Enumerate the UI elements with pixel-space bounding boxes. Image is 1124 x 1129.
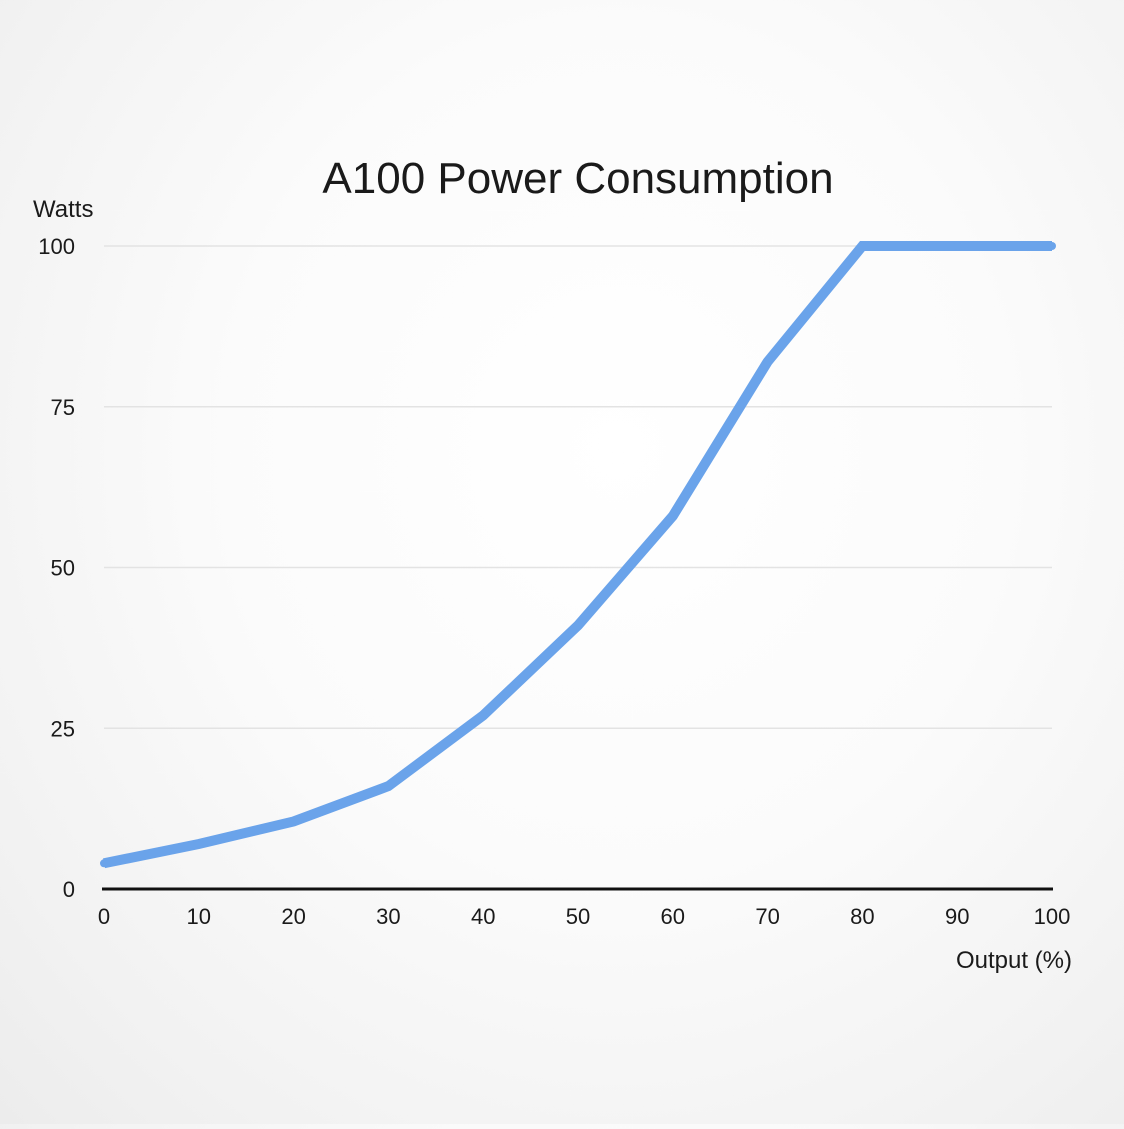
y-tick-label: 50	[51, 556, 75, 581]
chart-title: A100 Power Consumption	[322, 154, 833, 203]
data-point	[194, 839, 203, 848]
data-point	[763, 357, 772, 366]
y-axis-label: Watts	[33, 196, 93, 223]
x-tick-label: 20	[281, 904, 305, 929]
data-point	[384, 782, 393, 791]
data-point	[668, 512, 677, 521]
x-tick-label: 90	[945, 904, 969, 929]
y-tick-label: 25	[51, 716, 75, 741]
y-axis-ticks: 0 25 50 75 100	[38, 234, 75, 902]
data-point	[858, 242, 867, 250]
x-tick-label: 80	[850, 904, 874, 929]
x-tick-label: 30	[376, 904, 400, 929]
x-tick-label: 60	[661, 904, 685, 929]
data-point	[1048, 242, 1056, 250]
y-tick-label: 100	[38, 234, 75, 259]
x-tick-label: 100	[1034, 904, 1071, 929]
data-point	[574, 621, 582, 630]
y-tick-label: 0	[63, 877, 75, 902]
x-axis-ticks: 0 10 20 30 40 50 60 70 80 90 100	[98, 904, 1070, 929]
data-point	[289, 817, 298, 826]
x-tick-label: 0	[98, 904, 110, 929]
x-axis-label: Output (%)	[956, 947, 1072, 974]
data-point	[100, 859, 108, 868]
x-tick-label: 10	[187, 904, 211, 929]
series-line	[103, 241, 1052, 869]
data-point	[953, 242, 962, 250]
x-tick-label: 40	[471, 904, 495, 929]
series-layer	[100, 241, 1056, 869]
y-tick-label: 75	[51, 395, 75, 420]
x-tick-label: 70	[755, 904, 779, 929]
gridlines	[104, 245, 1052, 729]
x-tick-label: 50	[566, 904, 590, 929]
data-point	[479, 711, 488, 720]
